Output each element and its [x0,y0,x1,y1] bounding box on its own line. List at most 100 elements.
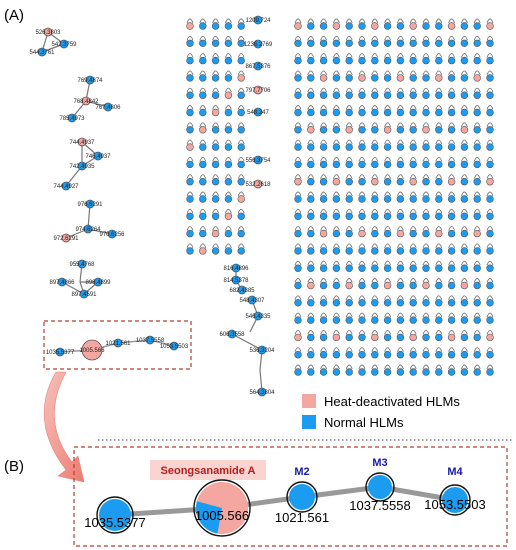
singleton-node [371,35,379,47]
node-circle [199,212,207,221]
singleton-node [396,105,405,117]
self-loop [294,174,302,179]
node-circle [319,91,328,99]
singleton-node [294,139,302,151]
self-loop [224,191,232,197]
singleton-node [332,105,341,117]
singleton-node [396,226,405,238]
node-circle [486,56,494,65]
self-loop [345,260,353,266]
node-circle [435,316,443,324]
node-circle [294,195,302,203]
node-circle [247,295,257,305]
self-loop [345,364,353,370]
node-ring [96,496,134,534]
node-circle [371,108,379,117]
node-circle [345,56,353,65]
legend: Heat-deactivated HLMs Normal HLMs [302,394,460,430]
singleton-node [224,70,233,82]
singleton-node [396,329,405,342]
singleton-node [186,191,194,203]
self-loop [409,53,417,58]
singleton-node [294,208,302,221]
node-circle [332,212,341,221]
node-circle [294,351,302,359]
self-loop [473,278,481,283]
self-loop [345,208,353,214]
left-node: 955.4768 [69,259,95,269]
self-loop [294,35,302,41]
singleton-node [396,18,405,30]
enlarged-node: 1035.5377 [84,496,146,534]
self-loop [473,191,481,197]
node-circle [396,264,405,272]
self-loop [307,260,315,266]
singleton-node [307,105,315,117]
singleton-node [422,156,430,169]
node-circle [113,338,123,348]
self-loop [396,208,404,214]
singleton-node [319,278,328,290]
self-loop [384,208,392,214]
self-loop [320,226,328,231]
self-loop [358,191,366,197]
node-label: 955.4768 [69,262,95,268]
singleton-node [307,329,315,342]
node-circle [460,316,469,324]
self-loop [384,295,392,300]
singleton-node [319,105,328,117]
node-circle [307,178,315,186]
node-circle [345,264,353,272]
middle-node: 536.3204 [249,345,275,355]
singleton-node [460,87,469,99]
self-loop [371,226,379,231]
node-circle [319,264,328,272]
self-loop [345,122,353,127]
self-loop [435,191,443,197]
node-circle [447,247,456,255]
node-circle [358,195,366,203]
node-circle [61,233,71,243]
self-loop [396,122,404,127]
singleton-node [473,87,481,99]
self-loop [448,312,456,318]
node-circle [237,247,245,255]
self-loop [320,122,328,127]
singleton-node [211,87,220,99]
self-loop [473,347,481,352]
self-loop [345,312,353,318]
singleton-node [435,347,443,359]
singleton-node [460,105,469,117]
node-circle [396,74,405,82]
node-circle [319,22,328,30]
node-circle [396,195,405,203]
node-label: 767.4806 [95,105,121,111]
singleton-node [447,174,456,186]
metabolite-tag: M4 [447,466,463,478]
self-loop [396,105,404,110]
node-circle [371,333,379,342]
self-loop [460,312,468,318]
node-circle [186,143,194,151]
self-loop [460,191,468,197]
self-loop [186,226,194,231]
singleton-node [383,105,392,117]
self-loop [409,208,417,214]
self-loop [396,226,404,231]
node-circle [332,126,341,134]
self-loop [422,174,430,179]
singleton-node [332,243,341,255]
singleton-node [199,139,207,151]
node-circle [307,299,315,307]
singleton-node [460,35,469,47]
node-circle [67,113,77,123]
node-circle [358,39,366,47]
singleton-node [460,347,469,359]
node-circle [486,22,494,30]
left-node: 544.3761 [29,47,55,57]
self-loop [371,243,379,249]
singleton-node [358,347,366,359]
node-circle [409,56,417,65]
node-circle [435,22,443,30]
singleton-node [211,18,220,30]
